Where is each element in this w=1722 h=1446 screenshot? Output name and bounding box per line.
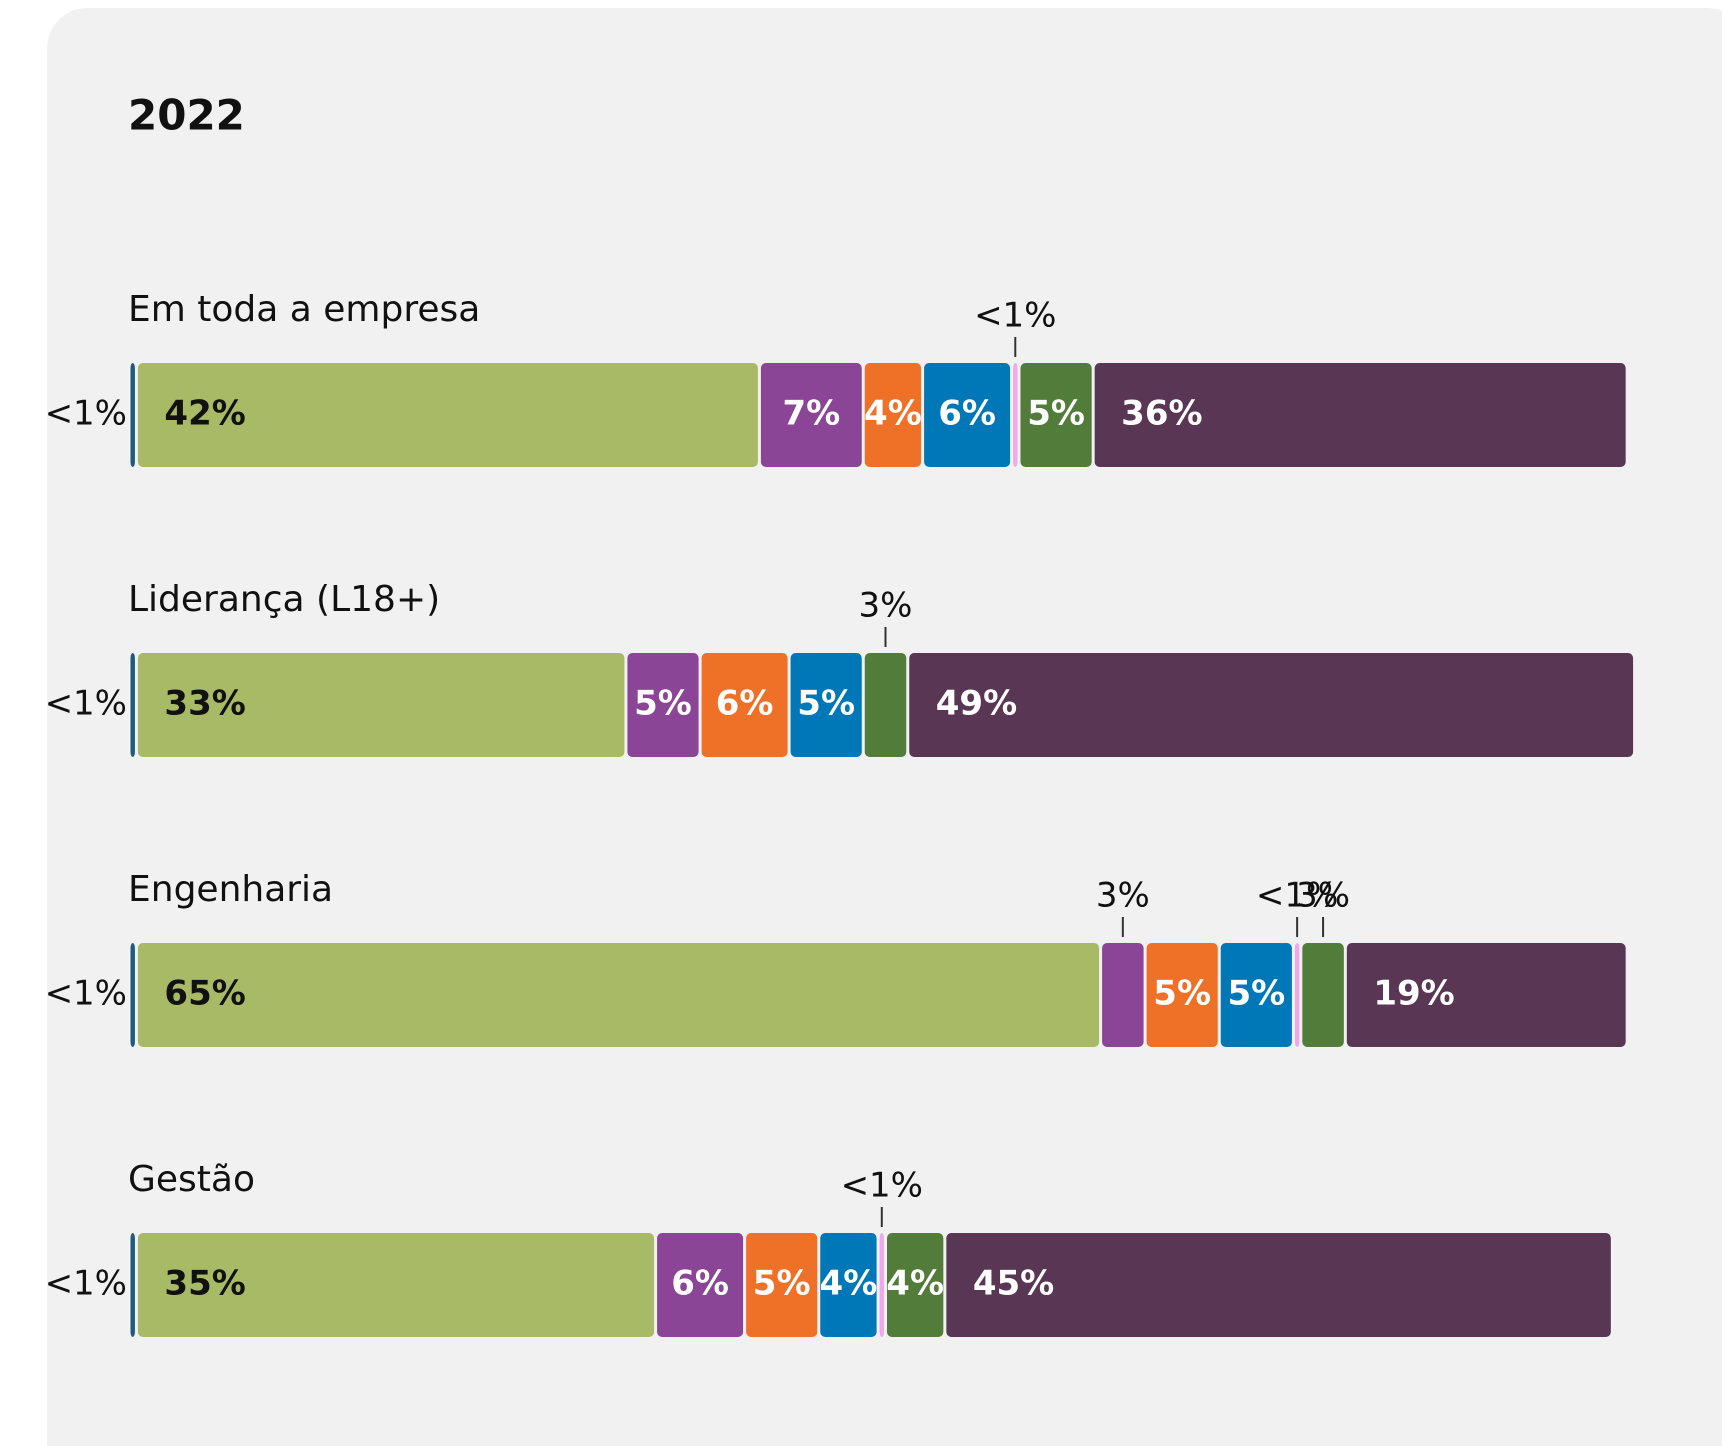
value-label: <1% [1256, 876, 1338, 916]
value-label: 4% [886, 1264, 944, 1304]
value-label: 5% [1227, 974, 1285, 1014]
bar-segment [627, 653, 699, 757]
value-label: 35% [164, 1264, 245, 1304]
bar-segment [946, 1233, 1611, 1337]
value-label: 4% [820, 1264, 878, 1304]
bar-segment [137, 653, 625, 757]
bar-segment [130, 653, 135, 757]
bar-segment [746, 1233, 818, 1337]
value-label: 6% [716, 684, 774, 724]
bar-segment [864, 363, 922, 467]
value-label: 49% [936, 684, 1017, 724]
value-label: <1% [45, 394, 127, 434]
value-label: 6% [671, 1264, 729, 1304]
value-label: 5% [1027, 394, 1085, 434]
bar-segment [820, 1233, 877, 1337]
value-label: 45% [973, 1264, 1054, 1304]
category-label: Em toda a empresa [128, 289, 480, 330]
category-label: Gestão [128, 1159, 255, 1200]
value-label: <1% [841, 1166, 923, 1206]
category-label: Engenharia [128, 869, 333, 910]
category-label: Liderança (L18+) [128, 579, 440, 620]
bar-segment [1220, 943, 1292, 1047]
bar-segment [887, 1233, 944, 1337]
bar-segment [701, 653, 788, 757]
bar-segment [1094, 363, 1626, 467]
bar-segment [130, 1233, 135, 1337]
value-label: 6% [938, 394, 996, 434]
value-label: 5% [634, 684, 692, 724]
bar-segment [864, 653, 907, 757]
value-label: 19% [1373, 974, 1454, 1014]
value-label: <1% [45, 1264, 127, 1304]
value-label: 3% [1296, 876, 1350, 916]
bar-segment [760, 363, 862, 467]
value-label: 5% [753, 1264, 811, 1304]
bar-segment [1302, 943, 1344, 1047]
chart-title: 2022 [128, 91, 245, 140]
bar-segment [879, 1233, 884, 1337]
value-label: 7% [782, 394, 840, 434]
value-label: <1% [45, 974, 127, 1014]
value-label: <1% [45, 684, 127, 724]
value-label: 3% [1096, 876, 1150, 916]
value-label: 42% [164, 394, 245, 434]
bar-segment [1346, 943, 1626, 1047]
value-label: 65% [164, 974, 245, 1014]
bar-segment [130, 943, 135, 1047]
bar-segment [790, 653, 862, 757]
bar-segment [1102, 943, 1144, 1047]
bar-segment [1013, 363, 1018, 467]
bar-segment [1146, 943, 1218, 1047]
value-label: 33% [164, 684, 245, 724]
bar-segment [137, 1233, 655, 1337]
bar-segment [657, 1233, 744, 1337]
value-label: 5% [1153, 974, 1211, 1014]
bar-segment [1020, 363, 1092, 467]
bar-segment [924, 363, 1011, 467]
bar-segment [137, 363, 758, 467]
bar-segment [137, 943, 1100, 1047]
bar-segment [909, 653, 1634, 757]
value-label: 3% [859, 586, 913, 626]
value-label: 5% [797, 684, 855, 724]
value-label: <1% [974, 296, 1056, 336]
value-label: 36% [1121, 394, 1202, 434]
value-label: 4% [864, 394, 922, 434]
bar-segment [1294, 943, 1300, 1047]
bar-segment [130, 363, 135, 467]
